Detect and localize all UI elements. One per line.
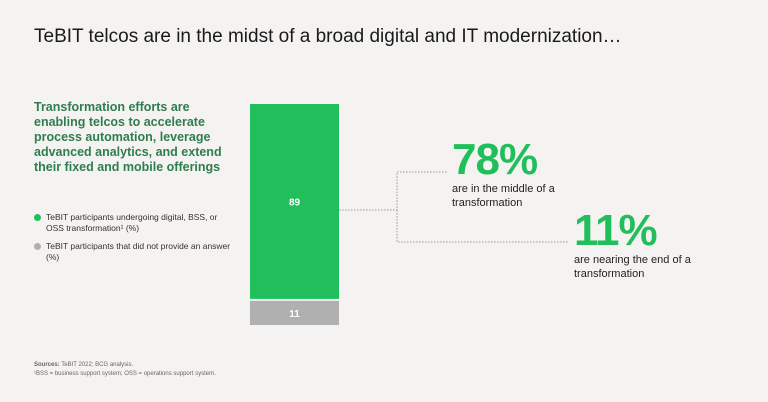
bar-data-label-transformation: 89	[289, 197, 301, 208]
bar-segment-transformation	[250, 104, 339, 299]
bar-data-label-no-answer: 11	[289, 309, 300, 320]
legend-swatch-green	[34, 214, 41, 221]
bar-segment-no-answer	[250, 300, 339, 325]
callout-middle: 78% are in the middle of a transformatio…	[452, 138, 582, 210]
sources-label: Sources:	[34, 362, 60, 368]
footnote-text: ¹BSS = business support system; OSS = op…	[34, 371, 216, 377]
callout-percent: 78%	[452, 135, 538, 184]
callout-end: 11% are nearing the end of a transformat…	[574, 209, 704, 281]
legend-item-transformation: TeBIT participants undergoing digital, B…	[34, 212, 234, 234]
callout-text: are nearing the end of a transformation	[574, 254, 691, 280]
connector-line-middle	[339, 171, 448, 211]
connector-line-end	[396, 210, 569, 243]
sources-footnote: Sources: TeBIT 2022; BCG analysis. ¹BSS …	[34, 361, 216, 379]
callout-text: are in the middle of a transformation	[452, 183, 555, 209]
chart-subtitle: Transformation efforts are enabling telc…	[34, 100, 222, 174]
legend-item-no-answer: TeBIT participants that did not provide …	[34, 241, 234, 263]
callout-percent: 11%	[574, 206, 658, 255]
legend-label: TeBIT participants that did not provide …	[46, 241, 231, 262]
legend-swatch-gray	[34, 243, 41, 250]
legend-label: TeBIT participants undergoing digital, B…	[46, 212, 218, 233]
sources-text: TeBIT 2022; BCG analysis.	[61, 362, 134, 368]
page-title: TeBIT telcos are in the midst of a broad…	[34, 26, 622, 47]
